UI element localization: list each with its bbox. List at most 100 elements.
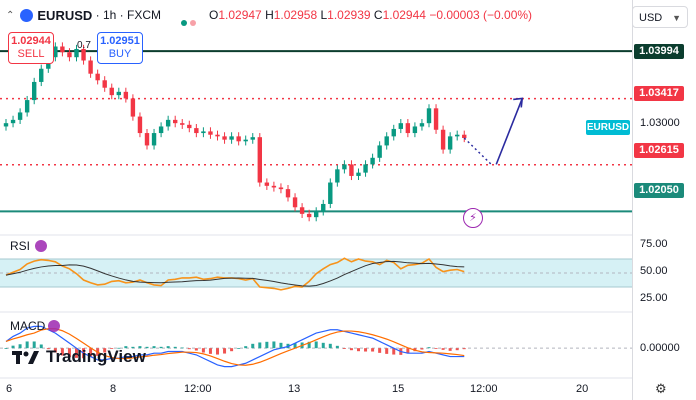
macd-histogram-bar bbox=[455, 348, 459, 351]
candle-body bbox=[32, 81, 37, 101]
currency-label: USD bbox=[639, 12, 663, 24]
macd-histogram-bar bbox=[180, 347, 184, 349]
macd-histogram-bar bbox=[89, 348, 93, 357]
macd-histogram-bar bbox=[208, 348, 212, 354]
level-tag-2[interactable]: 1.03417 bbox=[634, 86, 684, 101]
candle-body bbox=[433, 108, 439, 130]
sell-price: 1.02944 bbox=[11, 35, 51, 47]
candle-body bbox=[370, 157, 375, 165]
macd-histogram-bar bbox=[39, 344, 43, 349]
macd-histogram-bar bbox=[293, 343, 297, 349]
candle-body bbox=[39, 68, 44, 82]
macd-histogram-bar bbox=[427, 347, 431, 349]
candle-body bbox=[377, 145, 382, 158]
macd-histogram-bar bbox=[173, 346, 177, 349]
candle-body bbox=[208, 131, 213, 135]
candle-body bbox=[328, 182, 333, 204]
candle-body bbox=[10, 119, 16, 124]
candle-body bbox=[243, 139, 248, 142]
macd-histogram-bar bbox=[378, 348, 382, 353]
collapse-chevron-icon[interactable]: ⌃ bbox=[6, 9, 15, 21]
candle-body bbox=[447, 136, 453, 150]
interval-label[interactable]: 1h bbox=[102, 8, 117, 22]
candle-body bbox=[102, 80, 107, 88]
candle-body bbox=[144, 133, 150, 146]
rsi-settings-icon[interactable] bbox=[35, 240, 47, 252]
candle-body bbox=[271, 185, 277, 188]
spread-value: 0.7 bbox=[77, 40, 91, 51]
candle-body bbox=[412, 126, 418, 134]
macd-histogram-bar bbox=[385, 348, 389, 354]
macd-histogram-bar bbox=[11, 345, 15, 349]
status-dots[interactable] bbox=[181, 13, 203, 26]
level-tag-4[interactable]: 1.02050 bbox=[634, 183, 684, 198]
candle-body bbox=[95, 73, 100, 81]
open-label: O bbox=[209, 8, 219, 22]
price-axis[interactable] bbox=[632, 0, 696, 400]
candle-body bbox=[398, 123, 403, 129]
macd-line bbox=[5, 325, 465, 368]
candle-body bbox=[349, 164, 354, 176]
sell-label: SELL bbox=[17, 48, 45, 60]
buy-button[interactable]: 1.02951 BUY bbox=[97, 32, 143, 64]
lightning-icon[interactable]: ⚡ bbox=[463, 208, 483, 228]
level-tag-1[interactable]: 1.03994 bbox=[634, 44, 684, 59]
candle-body bbox=[158, 126, 164, 134]
macd-histogram-bar bbox=[25, 341, 29, 349]
time-label: 8 bbox=[110, 383, 117, 395]
candle-body bbox=[88, 60, 93, 74]
symbol-logo-icon bbox=[20, 8, 34, 22]
candle-body bbox=[250, 137, 255, 140]
macd-settings-icon[interactable] bbox=[48, 320, 60, 332]
macd-histogram-bar bbox=[194, 348, 198, 351]
macd-histogram-bar bbox=[117, 347, 121, 349]
macd-histogram-bar bbox=[258, 342, 262, 349]
macd-histogram-bar bbox=[251, 343, 255, 349]
time-label: 12:00 bbox=[184, 383, 212, 395]
candle-body bbox=[123, 91, 129, 99]
candle-body bbox=[130, 98, 136, 117]
macd-histogram-bar bbox=[307, 341, 311, 349]
candle-body bbox=[292, 197, 298, 208]
candle-body bbox=[201, 131, 206, 134]
gear-icon[interactable]: ⚙ bbox=[655, 381, 667, 396]
macd-histogram-bar bbox=[441, 348, 445, 350]
data-status-dot-icon bbox=[190, 20, 196, 26]
macd-histogram-bar bbox=[110, 348, 114, 349]
level-tag-3[interactable]: 1.02615 bbox=[634, 143, 684, 158]
buy-price: 1.02951 bbox=[100, 35, 140, 47]
currency-selector[interactable]: USD ▼ bbox=[632, 6, 688, 28]
header-separator: · bbox=[116, 8, 127, 22]
chevron-down-icon: ▼ bbox=[672, 13, 681, 23]
candle-body bbox=[306, 213, 312, 218]
candle-body bbox=[342, 164, 347, 170]
macd-histogram-bar bbox=[124, 346, 128, 349]
candle-body bbox=[109, 87, 114, 96]
low-value: 1.02939 bbox=[327, 8, 371, 22]
macd-histogram-bar bbox=[60, 348, 64, 356]
macd-histogram-bar bbox=[342, 348, 346, 349]
symbol-last-price-tag: EURUSD bbox=[586, 120, 630, 135]
broker-label: FXCM bbox=[127, 8, 161, 22]
candle-body bbox=[356, 172, 361, 176]
macd-histogram-bar bbox=[314, 341, 318, 349]
time-label: 6 bbox=[6, 383, 13, 395]
close-value: 1.02944 bbox=[382, 8, 426, 22]
symbol-name[interactable]: EURUSD bbox=[37, 7, 93, 23]
macd-histogram-bar bbox=[279, 342, 283, 349]
macd-histogram-bar bbox=[131, 346, 135, 349]
macd-label[interactable]: MACD bbox=[10, 319, 46, 333]
candle-body bbox=[335, 169, 340, 183]
macd-histogram-bar bbox=[67, 348, 71, 358]
ohlc-values: O1.02947 H1.02958 L1.02939 C1.02944 −0.0… bbox=[209, 8, 532, 22]
sell-button[interactable]: 1.02944 SELL bbox=[8, 32, 54, 64]
candle-body bbox=[229, 136, 234, 140]
macd-histogram-bar bbox=[53, 348, 57, 353]
candle-body bbox=[137, 116, 143, 134]
macd-histogram-bar bbox=[448, 348, 452, 351]
candle-body bbox=[116, 91, 121, 96]
macd-histogram-bar bbox=[328, 343, 332, 349]
time-label: 20 bbox=[576, 383, 589, 395]
rsi-label[interactable]: RSI bbox=[10, 239, 31, 253]
